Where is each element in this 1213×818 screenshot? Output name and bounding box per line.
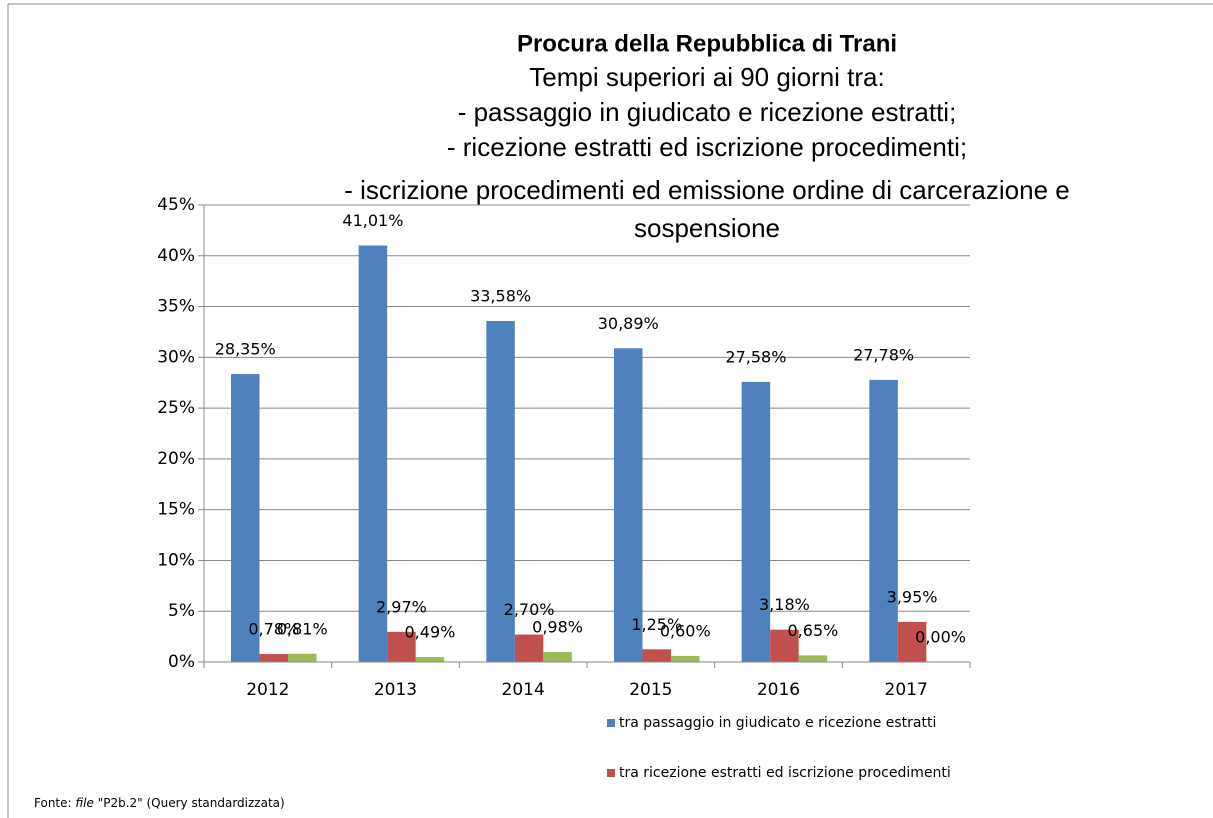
chart-subtitle: - iscrizione procedimenti ed emissione o… xyxy=(344,175,1069,205)
bar xyxy=(543,652,572,662)
data-label: 27,78% xyxy=(853,345,914,364)
bar xyxy=(387,631,416,662)
y-tick-label: 40% xyxy=(157,246,195,266)
data-label: 0,49% xyxy=(405,623,456,642)
data-label: 1,25% xyxy=(631,615,682,634)
bar xyxy=(741,381,771,662)
data-label: 0,81% xyxy=(277,619,328,638)
bar xyxy=(231,374,260,662)
y-tick-label: 10% xyxy=(157,550,195,570)
bar xyxy=(642,649,671,662)
chart-subtitle: sospensione xyxy=(634,213,780,243)
legend-label: tra ricezione estratti ed iscrizione pro… xyxy=(619,765,951,781)
bar xyxy=(897,621,927,662)
bar xyxy=(614,348,643,662)
bar xyxy=(671,655,700,662)
source-file: file xyxy=(75,796,93,810)
data-label: 33,58% xyxy=(470,286,531,305)
x-tick-label: 2014 xyxy=(502,680,545,700)
x-tick-label: 2016 xyxy=(757,680,800,700)
data-label: 2,70% xyxy=(504,600,555,619)
data-label: 0,98% xyxy=(532,618,583,637)
y-tick-label: 20% xyxy=(157,449,195,469)
data-label: 0,60% xyxy=(660,621,711,640)
data-label: 2,97% xyxy=(376,597,427,616)
x-tick-label: 2015 xyxy=(629,680,672,700)
bar xyxy=(486,320,515,662)
x-tick-label: 2017 xyxy=(885,680,928,700)
bar xyxy=(869,379,898,662)
legend-swatch xyxy=(607,719,615,727)
y-tick-label: 30% xyxy=(157,347,195,367)
y-tick-label: 15% xyxy=(157,500,195,520)
data-label: 0,78% xyxy=(248,620,299,639)
bar xyxy=(770,629,799,662)
bar xyxy=(288,653,317,662)
data-label: 3,18% xyxy=(759,595,810,614)
data-label: 27,58% xyxy=(725,347,786,366)
bar xyxy=(514,634,544,662)
y-tick-label: 35% xyxy=(157,297,195,317)
x-tick-label: 2013 xyxy=(374,680,417,700)
bar xyxy=(358,245,388,662)
bar xyxy=(259,654,288,662)
source: Fonte: file "P2b.2" (Query standardizzat… xyxy=(34,796,285,810)
chart-title: Procura della Repubblica di Trani xyxy=(517,30,897,57)
data-label: 28,35% xyxy=(215,340,276,359)
source-prefix: Fonte: xyxy=(34,796,72,810)
data-label: 41,01% xyxy=(342,211,403,230)
chart-subtitle: - passaggio in giudicato e ricezione est… xyxy=(458,97,957,127)
data-label: 0,65% xyxy=(788,621,839,640)
data-label: 30,89% xyxy=(598,314,659,333)
y-tick-label: 25% xyxy=(157,398,195,418)
y-tick-label: 0% xyxy=(168,652,195,672)
y-tick-label: 5% xyxy=(168,601,195,621)
source-name: "P2b.2" (Query standardizzata) xyxy=(98,796,285,810)
chart-subtitle: - ricezione estratti ed iscrizione proce… xyxy=(447,132,967,162)
chart-subtitle: Tempi superiori ai 90 giorni tra: xyxy=(529,62,885,92)
data-label: 3,95% xyxy=(887,587,938,606)
y-tick-label: 45% xyxy=(157,195,195,215)
data-label: 0,00% xyxy=(915,628,966,647)
legend-label: tra passaggio in giudicato e ricezione e… xyxy=(619,715,936,731)
legend-swatch xyxy=(607,769,615,777)
bar xyxy=(798,655,828,662)
bar xyxy=(415,657,445,662)
x-tick-label: 2012 xyxy=(246,680,289,700)
